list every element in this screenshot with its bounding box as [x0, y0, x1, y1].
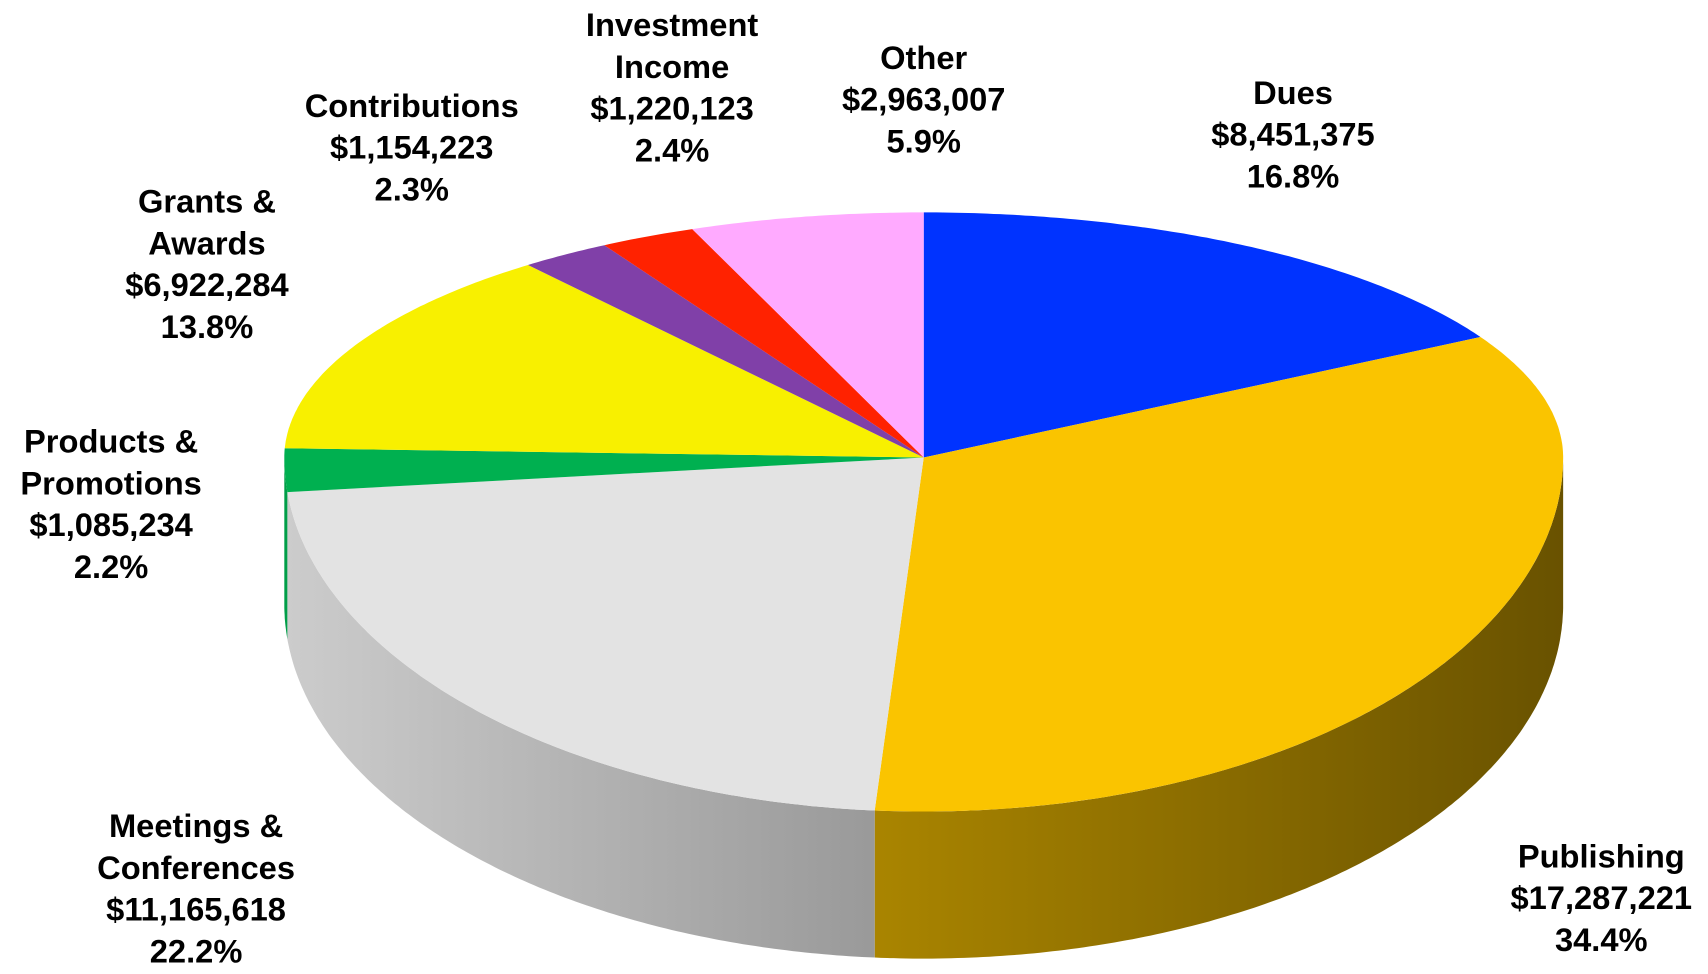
- slice-percent-label: 13.8%: [161, 308, 254, 345]
- slice-percent-label: 16.8%: [1247, 157, 1340, 194]
- slice: [874, 337, 1564, 812]
- slice-value-label: $1,085,234: [29, 506, 192, 543]
- slice-category-label: Dues: [1253, 73, 1333, 110]
- slice: [527, 245, 924, 458]
- slice: [284, 265, 924, 458]
- slice-percent-label: 34.4%: [1555, 921, 1648, 958]
- slice-category-label: Contributions: [305, 86, 519, 123]
- slice-category-label: Other: [880, 39, 967, 76]
- slice-value-label: $6,922,284: [125, 266, 288, 303]
- slice-side: [287, 492, 875, 958]
- slice-category-label: Investment Income: [586, 6, 759, 85]
- slice-side: [284, 457, 288, 640]
- slice-category-label: Grants & Awards: [138, 182, 276, 261]
- slice: [923, 212, 1481, 458]
- slice-percent-label: 2.4%: [635, 132, 709, 169]
- slice-percent-label: 5.9%: [887, 122, 961, 159]
- slice: [284, 448, 924, 493]
- slice-percent-label: 2.3%: [375, 170, 449, 207]
- slice-category-label: Products & Promotions: [20, 422, 201, 501]
- plot-area: Dues $8,451,375 16.8% Publishing $17,287,221…: [20, 6, 1692, 969]
- slice-value-label: $11,165,618: [106, 890, 286, 927]
- slice-value-label: $17,287,221: [1510, 879, 1692, 916]
- slice: [604, 229, 924, 458]
- slice-value-label: $1,154,223: [330, 128, 493, 165]
- slice-value-label: $8,451,375: [1211, 115, 1374, 152]
- slice-category-label: Publishing: [1518, 837, 1685, 874]
- slice-value-label: $1,220,123: [590, 90, 753, 127]
- slice-percent-label: 2.2%: [74, 548, 148, 585]
- slice-side: [874, 457, 1564, 959]
- slice-value-label: $2,963,007: [842, 80, 1005, 117]
- slice-category-label: Meetings & Conferences: [97, 806, 295, 885]
- slice-percent-label: 22.2%: [150, 932, 243, 969]
- slice: [287, 457, 924, 811]
- slice: [692, 212, 924, 458]
